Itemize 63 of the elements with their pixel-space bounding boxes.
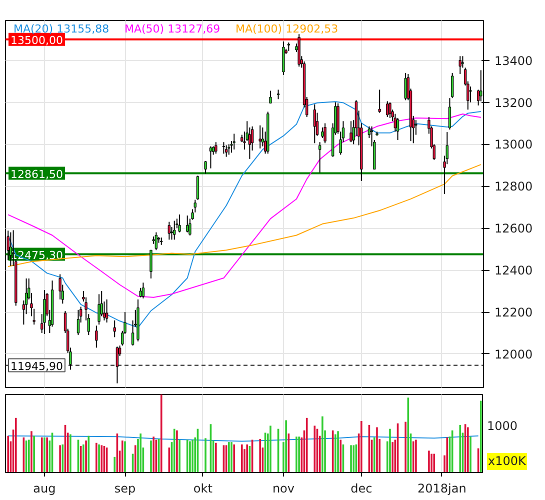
candlestick <box>186 215 189 233</box>
candlestick <box>404 72 407 101</box>
candlestick <box>350 120 352 143</box>
candlestick <box>173 220 176 240</box>
candlestick <box>378 89 381 114</box>
candlestick <box>396 118 400 141</box>
candlestick <box>105 298 108 323</box>
candlestick <box>58 274 62 300</box>
candlestick <box>150 250 152 279</box>
candlestick <box>76 309 80 336</box>
candlestick <box>313 104 316 144</box>
text: x100K <box>488 453 526 470</box>
candlestick <box>214 142 218 154</box>
candlestick <box>386 100 389 118</box>
text: MA(20) 13155,88 <box>14 22 110 36</box>
candlestick <box>232 133 236 150</box>
candlestick <box>98 294 100 326</box>
ref-line-label: 13500,00 <box>10 34 63 47</box>
ref-line-label: 11945,90 <box>10 360 63 373</box>
y-tick-label: 12400 <box>494 264 533 278</box>
y-tick-label: 13000 <box>494 138 533 152</box>
candlestick <box>9 232 12 266</box>
candlestick <box>113 320 116 338</box>
text: 1000 <box>487 418 518 435</box>
candlestick <box>154 232 158 251</box>
y-tick-label: 13400 <box>494 54 533 68</box>
candlestick <box>168 221 170 240</box>
x-tick-label: dec <box>350 482 372 496</box>
candlestick <box>116 346 119 384</box>
candlestick <box>276 89 280 100</box>
x-tick-label: 2018jan <box>418 482 466 496</box>
ref-line-label: 12861,50 <box>10 168 63 181</box>
candlestick <box>43 289 46 335</box>
candlestick <box>321 126 324 138</box>
y-tick-label: 12000 <box>494 347 533 362</box>
x-tick-label: nov <box>272 482 295 496</box>
candlestick <box>142 282 145 299</box>
y-tick-label: 13200 <box>494 96 533 110</box>
candlestick <box>318 142 322 174</box>
candlestick <box>224 144 228 158</box>
candlestick <box>324 122 326 144</box>
candlestick <box>450 72 454 99</box>
candlestick <box>448 98 452 130</box>
candlestick <box>204 160 207 174</box>
candlestick <box>95 325 98 348</box>
candlestick <box>222 142 226 154</box>
x-tick-label: aug <box>33 482 56 496</box>
candlestick <box>209 146 212 169</box>
x-tick-label: sep <box>114 482 136 496</box>
x-tick-label: okt <box>193 482 213 496</box>
candlestick <box>258 124 262 149</box>
candlestick <box>269 90 272 104</box>
y-tick-label: 12200 <box>494 306 533 320</box>
y-tick-label: 12800 <box>494 180 533 194</box>
candlestick <box>458 56 462 74</box>
text: MA(100) 12902,53 <box>236 22 338 36</box>
line-series <box>8 101 482 328</box>
candlestick <box>228 144 230 156</box>
text: MA(50) 13127,69 <box>124 22 220 36</box>
candlestick <box>178 214 181 233</box>
y-tick-label: 12600 <box>494 222 533 236</box>
candlestick <box>196 175 200 200</box>
candlestick <box>388 102 392 119</box>
